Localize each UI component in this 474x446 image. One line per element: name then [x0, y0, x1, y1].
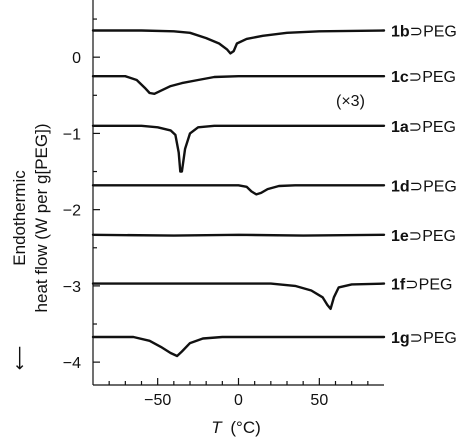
y-tick-label: −2 — [63, 203, 81, 220]
series-label-host: ⊃PEG — [410, 330, 457, 347]
x-tick-label: 50 — [310, 392, 328, 409]
y-tick-label: −4 — [63, 355, 81, 372]
y-axis-title: Endothermic heat flow (W per g[PEG]) ⟵ — [10, 124, 51, 371]
series-line-1d — [91, 184, 386, 196]
series-label-id: 1g — [391, 330, 410, 347]
series-label-host: ⊃PEG — [409, 228, 456, 245]
y-axis-title-line-2: heat flow (W per g[PEG]) — [32, 124, 51, 313]
series-layer — [91, 29, 386, 358]
series-line-1f — [91, 282, 386, 310]
series-label-host: ⊃PEG — [409, 119, 456, 136]
x-tick-label: −50 — [144, 392, 171, 409]
series-line-1c — [91, 75, 386, 95]
series-label-1d: 1d⊃PEG — [391, 178, 457, 195]
series-label-host: ⊃PEG — [410, 23, 457, 40]
series-label-1e: 1e⊃PEG — [391, 228, 456, 245]
y-tick-label: −3 — [63, 279, 81, 296]
x-axis-title-var: T — [211, 418, 223, 437]
series-label-1c: 1c⊃PEG — [391, 69, 456, 86]
series-label-id: 1c — [391, 69, 409, 86]
y-tick-label: 0 — [72, 50, 81, 67]
series-label-id: 1d — [391, 178, 410, 195]
series-label-host: ⊃PEG — [405, 277, 452, 294]
series-line-1a — [91, 124, 386, 173]
series-line-1e — [91, 233, 386, 237]
annotation-scale: (×3) — [336, 93, 365, 110]
series-label-1g: 1g⊃PEG — [391, 330, 457, 347]
series-label-id: 1b — [391, 23, 410, 40]
series-line-1g — [91, 335, 386, 358]
series-line-1b — [91, 29, 386, 55]
series-label-id: 1e — [391, 228, 409, 245]
y-axis-title-line-1: Endothermic — [10, 170, 29, 266]
series-label-1b: 1b⊃PEG — [391, 23, 457, 40]
labels-layer: 1b⊃PEG1c⊃PEG1a⊃PEG1d⊃PEG1e⊃PEG1f⊃PEG1g⊃P… — [391, 23, 457, 346]
series-label-1a: 1a⊃PEG — [391, 119, 456, 136]
series-label-1f: 1f⊃PEG — [391, 277, 452, 294]
y-tick-label: −1 — [63, 126, 81, 143]
x-axis-title: T (°C) — [211, 418, 261, 437]
series-label-host: ⊃PEG — [410, 178, 457, 195]
y-axis-title-arrow: ⟵ — [10, 346, 29, 370]
axes: 0 −1 −2 −3 −4 −50 0 50 — [63, 0, 384, 409]
series-label-id: 1f — [391, 277, 406, 294]
x-tick-label: 0 — [234, 392, 243, 409]
series-label-host: ⊃PEG — [409, 69, 456, 86]
series-label-id: 1a — [391, 119, 409, 136]
x-axis-title-unit: (°C) — [230, 418, 260, 437]
